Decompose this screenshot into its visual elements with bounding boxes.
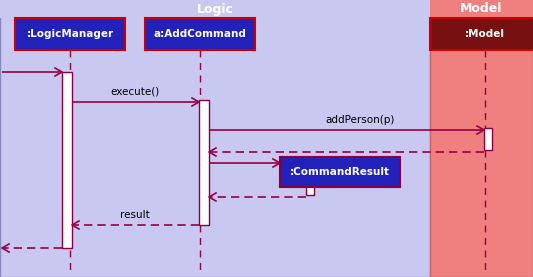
- Bar: [199, 100, 209, 225]
- Bar: [145, 18, 255, 50]
- Bar: [484, 128, 492, 150]
- Bar: [62, 72, 72, 248]
- Bar: [0, 0, 430, 18]
- Text: :LogicManager: :LogicManager: [27, 29, 114, 39]
- Bar: [306, 160, 314, 195]
- Bar: [15, 18, 125, 50]
- Text: execute(): execute(): [110, 87, 159, 97]
- Text: :Model: :Model: [465, 29, 505, 39]
- Bar: [430, 18, 533, 50]
- Bar: [280, 157, 400, 187]
- Bar: [430, 0, 533, 18]
- Text: result: result: [120, 210, 150, 220]
- Text: addPerson(p): addPerson(p): [325, 115, 395, 125]
- Text: :CommandResult: :CommandResult: [290, 167, 390, 177]
- Bar: [0, 0, 430, 277]
- Text: Model: Model: [461, 2, 503, 16]
- Bar: [430, 0, 533, 277]
- Text: a:AddCommand: a:AddCommand: [154, 29, 246, 39]
- Text: Logic: Logic: [197, 2, 233, 16]
